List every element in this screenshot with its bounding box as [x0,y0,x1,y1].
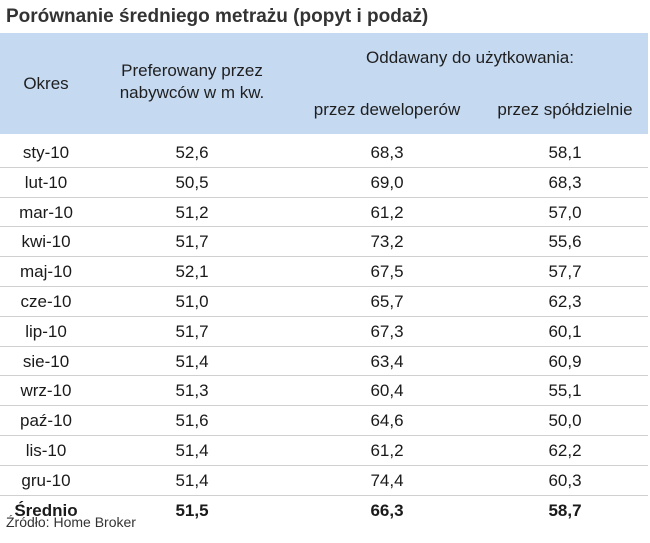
table-title: Porównanie średniego metrażu (popyt i po… [6,6,429,27]
cell-deweloperow: 61,2 [370,440,404,460]
table-row: lis-10 51,4 61,2 62,2 [0,434,648,465]
cell-deweloperow: 61,2 [370,202,404,222]
column-header-preferowany-line2: nabywców w m kw. [119,83,265,102]
cell-spoldzielnie: 68,3 [548,172,582,192]
cell-okres: kwi-10 [21,232,71,252]
table-row: gru-10 51,4 74,4 60,3 [0,464,648,495]
cell-preferowany: 51,6 [175,411,209,431]
table-row: wrz-10 51,3 60,4 55,1 [0,375,648,405]
column-header-okres: Okres [23,74,69,93]
cell-preferowany: 52,1 [175,262,209,282]
cell-spoldzielnie: 62,3 [548,291,582,311]
cell-spoldzielnie: 60,1 [548,321,582,341]
cell-preferowany: 51,4 [175,351,209,371]
cell-deweloperow: 67,3 [370,321,404,341]
column-header-preferowany-line1: Preferowany przez [121,61,263,80]
table-row: maj-10 52,1 67,5 57,7 [0,256,648,286]
cell-okres: paź-10 [20,411,72,431]
cell-preferowany: 51,4 [175,470,209,490]
cell-okres: lip-10 [25,321,67,341]
cell-spoldzielnie: 62,2 [548,440,582,460]
cell-okres: maj-10 [20,262,72,282]
cell-spoldzielnie: 57,0 [548,202,582,222]
cell-preferowany: 51,7 [175,321,209,341]
cell-spoldzielnie: 55,6 [548,232,582,252]
cell-deweloperow: 65,7 [370,291,404,311]
cell-deweloperow: 64,6 [370,411,404,431]
table-row: paź-10 51,6 64,6 50,0 [0,405,648,435]
cell-okres: lis-10 [25,440,67,460]
cell-preferowany: 51,0 [175,291,209,311]
table-row: lut-10 50,5 69,0 68,3 [0,166,648,197]
cell-deweloperow: 67,5 [370,262,404,282]
cell-okres: cze-10 [20,291,72,311]
column-header-deweloperow: przez deweloperów [313,100,461,119]
cell-okres: lut-10 [24,172,68,192]
cell-spoldzielnie: 60,3 [548,470,582,490]
cell-spoldzielnie: 60,9 [548,351,582,371]
cell-deweloperow: 68,3 [370,143,404,162]
cell-preferowany: 50,5 [175,172,209,192]
column-group-header-oddawany: Oddawany do użytkowania: [366,48,574,67]
cell-spoldzielnie: 58,7 [548,500,582,520]
table-row: sie-10 51,4 63,4 60,9 [0,345,648,376]
cell-spoldzielnie: 58,1 [548,143,582,162]
cell-deweloperow: 66,3 [370,500,404,520]
column-header-spoldzielnie: przez spółdzielnie [497,100,633,119]
cell-deweloperow: 60,4 [370,381,404,401]
column-header-preferowany: Preferowany przez nabywców w m kw. [92,60,292,104]
cell-okres: sty-10 [22,143,70,162]
cell-deweloperow: 69,0 [370,172,404,192]
table-row: kwi-10 51,7 73,2 55,6 [0,226,648,256]
table-row: mar-10 51,2 61,2 57,0 [0,196,648,227]
cell-deweloperow: 74,4 [370,470,404,490]
cell-deweloperow: 63,4 [370,351,404,371]
cell-preferowany: 51,4 [175,440,209,460]
cell-preferowany: 51,7 [175,232,209,252]
cell-preferowany: 51,3 [175,381,209,401]
cell-okres: sie-10 [22,351,70,371]
average-row: Średnio 51,5 66,3 58,7 [0,494,648,525]
cell-okres: Średnio [14,500,78,520]
cell-deweloperow: 73,2 [370,232,404,252]
cell-preferowany: 51,2 [175,202,209,222]
cell-spoldzielnie: 50,0 [548,411,582,431]
table-row: sty-10 52,6 68,3 58,1 [0,138,648,167]
source-note: Źródło: Home Broker [6,514,136,530]
cell-spoldzielnie: 55,1 [548,381,582,401]
table-row: lip-10 51,7 67,3 60,1 [0,315,648,346]
table-body: sty-10 52,6 68,3 58,1 lut-10 50,5 69,0 68,3 mar-… [0,138,648,524]
cell-okres: mar-10 [19,202,73,222]
cell-spoldzielnie: 57,7 [548,262,582,282]
cell-preferowany: 51,5 [175,500,209,520]
cell-okres: wrz-10 [20,381,72,401]
cell-okres: gru-10 [21,470,71,490]
table-header: Okres Preferowany przez nabywców w m kw.… [0,33,648,134]
table-row: cze-10 51,0 65,7 62,3 [0,285,648,316]
cell-preferowany: 52,6 [175,143,209,162]
